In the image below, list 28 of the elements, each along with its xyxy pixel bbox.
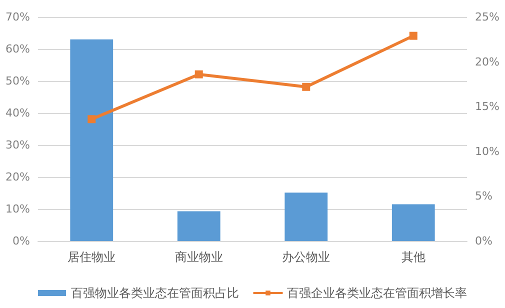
y2-tick-label: 0%	[475, 234, 492, 248]
bar	[284, 192, 328, 241]
bar	[177, 211, 220, 241]
y-tick-label: 60%	[6, 42, 30, 56]
legend-label: 百强物业各类业态在管面积占比	[71, 286, 239, 300]
bar	[392, 204, 435, 241]
legend-label: 百强企业各类业态在管面积增长率	[287, 286, 467, 300]
point	[302, 82, 310, 91]
y2-tick-label: 5%	[475, 190, 492, 203]
y-tick-label: 0%	[12, 234, 30, 248]
y-tick-label: 40%	[6, 106, 30, 120]
y2-tick-label: 10%	[475, 144, 500, 158]
x-tick-label: 其他	[401, 250, 426, 264]
point	[409, 32, 418, 40]
y-tick-label: 70%	[6, 10, 30, 24]
x-tick-label: 商业物业	[174, 250, 223, 264]
y-tick-label: 50%	[6, 74, 30, 88]
x-tick-label: 办公物业	[282, 250, 330, 264]
x-tick-label: 居住物业	[68, 250, 116, 264]
y-tick-label: 10%	[6, 202, 30, 216]
bar	[70, 39, 114, 241]
y-tick-label: 30%	[6, 138, 30, 152]
y-tick-label: 20%	[6, 170, 30, 184]
y2-tick-label: 25%	[475, 10, 500, 24]
point	[194, 70, 203, 78]
point	[88, 115, 96, 124]
y2-tick-label: 15%	[475, 100, 500, 114]
y2-tick-label: 20%	[475, 55, 500, 68]
